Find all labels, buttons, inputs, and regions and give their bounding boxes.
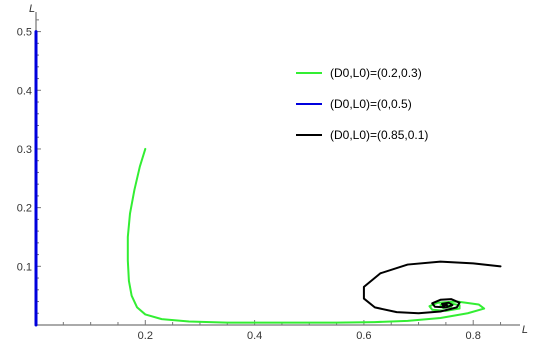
- x-tick-label: 0.4: [247, 330, 262, 342]
- legend-label-0: (D0,L0)=(0.2,0.3): [330, 66, 422, 80]
- legend: (D0,L0)=(0.2,0.3) (D0,L0)=(0,0.5) (D0,L0)=…: [296, 66, 428, 142]
- axis-ticks: 0.2 0.4 0.6 0.8 0.1 0.2 0.3 0.4 0.5: [17, 19, 502, 342]
- series-line-0: [126, 147, 486, 324]
- axes: 0.2 0.4 0.6 0.8 0.1 0.2 0.3 0.4 0.5 L L: [17, 3, 528, 342]
- y-tick-label: 0.2: [17, 203, 32, 215]
- series-layer: [34, 30, 502, 327]
- x-axis-label: L: [522, 324, 528, 336]
- legend-label-2: (D0,L0)=(0.85,0.1): [330, 128, 428, 142]
- y-tick-label: 0.4: [17, 85, 32, 97]
- y-axis-label: L: [29, 3, 35, 15]
- x-tick-label: 0.2: [138, 330, 153, 342]
- x-tick-label: 0.8: [466, 330, 481, 342]
- y-tick-label: 0.3: [17, 144, 32, 156]
- series-line-2: [362, 260, 502, 315]
- x-tick-label: 0.6: [356, 330, 371, 342]
- y-tick-label: 0.5: [17, 27, 32, 39]
- y-tick-label: 0.1: [17, 261, 32, 273]
- legend-label-1: (D0,L0)=(0,0.5): [330, 97, 412, 111]
